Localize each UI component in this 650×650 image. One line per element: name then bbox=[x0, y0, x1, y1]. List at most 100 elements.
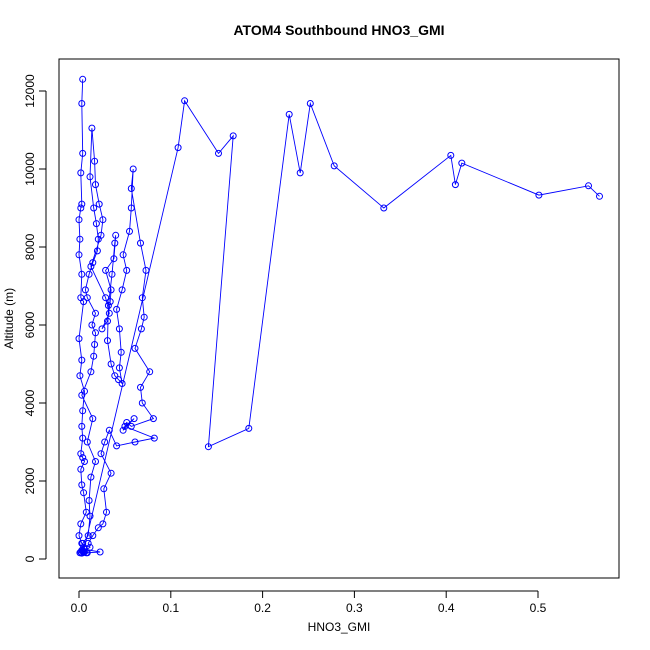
data-point bbox=[87, 263, 95, 270]
data-point bbox=[229, 132, 237, 140]
data-point bbox=[86, 173, 94, 181]
data-point bbox=[93, 247, 101, 255]
data-point bbox=[86, 512, 94, 520]
data-point bbox=[81, 458, 88, 465]
data-point bbox=[87, 368, 95, 376]
x-tick-label: 0.4 bbox=[438, 601, 455, 615]
data-point bbox=[296, 169, 304, 177]
data-point bbox=[78, 391, 86, 399]
data-point bbox=[77, 204, 85, 212]
data-point bbox=[451, 181, 459, 189]
data-point bbox=[123, 266, 131, 274]
data-point bbox=[119, 426, 127, 434]
y-axis: 0 2000 4000 6000 8000 10000 12000 bbox=[23, 74, 47, 562]
data-point bbox=[92, 309, 99, 317]
data-point bbox=[103, 508, 110, 516]
data-point bbox=[88, 321, 96, 329]
data-point bbox=[98, 325, 106, 333]
data-point bbox=[101, 438, 109, 446]
data-point bbox=[77, 520, 85, 528]
data-point bbox=[79, 407, 87, 415]
data-point bbox=[79, 434, 87, 442]
series-line bbox=[78, 79, 600, 554]
x-tick-label: 0.2 bbox=[254, 601, 271, 615]
data-point bbox=[115, 376, 122, 384]
data-point bbox=[131, 438, 139, 446]
data-point bbox=[78, 100, 86, 107]
data-point bbox=[77, 169, 85, 177]
data-point bbox=[90, 204, 98, 212]
data-point bbox=[84, 539, 92, 547]
data-point bbox=[100, 485, 108, 493]
data-point bbox=[112, 231, 120, 239]
data-point bbox=[108, 270, 116, 278]
data-point bbox=[105, 309, 113, 317]
data-point bbox=[140, 313, 148, 321]
data-point bbox=[137, 325, 145, 333]
y-tick-label: 10000 bbox=[23, 152, 37, 186]
data-point bbox=[596, 192, 603, 200]
x-axis: 0.0 0.1 0.2 0.3 0.4 0.5 bbox=[71, 590, 547, 615]
data-point bbox=[117, 348, 125, 356]
data-point bbox=[245, 424, 253, 432]
y-tick-label: 4000 bbox=[23, 389, 37, 416]
data-point bbox=[110, 255, 118, 263]
data-point bbox=[330, 162, 338, 170]
y-tick-label: 0 bbox=[23, 555, 37, 562]
data-point bbox=[380, 204, 388, 212]
data-point bbox=[79, 75, 87, 83]
data-point bbox=[95, 200, 103, 208]
data-point bbox=[142, 266, 150, 274]
data-point bbox=[88, 124, 96, 132]
data-point bbox=[106, 298, 114, 306]
x-tick-label: 0.0 bbox=[71, 601, 88, 615]
data-point bbox=[121, 422, 129, 430]
data-point bbox=[89, 415, 97, 423]
data-point bbox=[80, 489, 88, 497]
data-point bbox=[78, 200, 86, 208]
data-point bbox=[215, 149, 222, 157]
data-point bbox=[118, 286, 126, 294]
data-point bbox=[137, 383, 144, 391]
data-point bbox=[75, 251, 83, 259]
x-axis-title: HNO3_GMI bbox=[308, 620, 371, 634]
data-point bbox=[126, 227, 133, 235]
data-point bbox=[83, 294, 91, 302]
y-tick-label: 2000 bbox=[23, 467, 37, 494]
data-point bbox=[129, 165, 137, 173]
data-point bbox=[585, 182, 592, 190]
data-point bbox=[92, 458, 99, 465]
data-point bbox=[115, 325, 123, 333]
data-point bbox=[77, 465, 85, 473]
y-tick-label: 6000 bbox=[23, 311, 37, 338]
data-point bbox=[75, 532, 83, 540]
data-point bbox=[118, 380, 126, 387]
data-point bbox=[85, 270, 93, 278]
data-point bbox=[285, 110, 293, 118]
data-point bbox=[76, 372, 84, 380]
data-point bbox=[149, 415, 157, 423]
data-point bbox=[94, 524, 102, 532]
data-point bbox=[91, 157, 99, 165]
data-point bbox=[204, 443, 212, 451]
data-point bbox=[78, 481, 86, 489]
data-point bbox=[92, 220, 100, 228]
data-point bbox=[80, 298, 88, 306]
data-point bbox=[82, 508, 90, 516]
data-point bbox=[102, 266, 110, 274]
series-layer bbox=[75, 75, 603, 557]
data-point bbox=[137, 239, 144, 247]
data-point bbox=[90, 352, 98, 360]
data-point bbox=[105, 426, 113, 434]
data-point bbox=[89, 259, 97, 267]
data-point bbox=[102, 294, 110, 302]
data-point bbox=[78, 356, 86, 364]
data-point bbox=[113, 442, 121, 450]
data-point bbox=[87, 473, 95, 481]
data-point bbox=[123, 419, 131, 426]
data-point bbox=[91, 341, 99, 348]
data-point bbox=[131, 344, 139, 352]
x-tick-label: 0.3 bbox=[346, 601, 363, 615]
